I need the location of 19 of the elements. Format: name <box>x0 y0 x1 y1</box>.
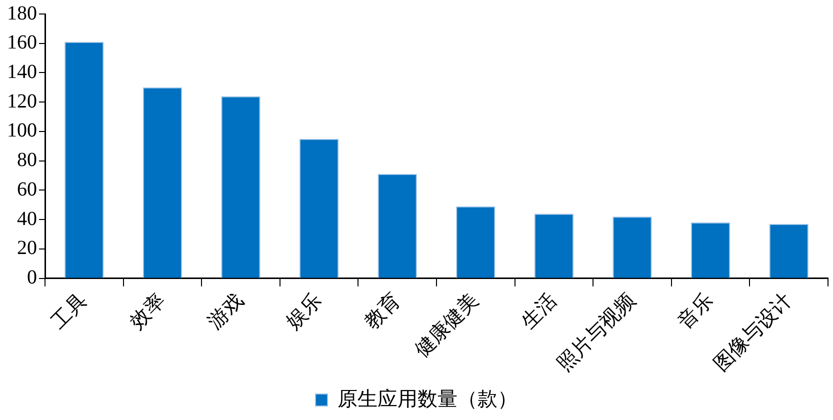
x-tick-label: 效率 <box>126 289 170 334</box>
y-tick-label: 140 <box>7 60 37 83</box>
y-tick-label: 120 <box>7 90 37 112</box>
legend-label: 原生应用数量（款） <box>338 388 518 410</box>
y-tick-label: 0 <box>27 266 37 289</box>
x-tick-label: 健康健美 <box>410 288 483 362</box>
y-tick-label: 80 <box>17 149 37 172</box>
y-tick-label: 100 <box>7 120 37 142</box>
x-tick-label: 娱乐 <box>282 289 326 334</box>
x-tick-label: 音乐 <box>674 289 718 334</box>
x-tick-label: 生活 <box>517 289 562 334</box>
x-tick-label: 游戏 <box>204 289 248 334</box>
y-tick-label: 60 <box>17 178 37 200</box>
y-tick-label: 160 <box>7 32 37 54</box>
x-tick-label: 工具 <box>48 289 92 334</box>
y-tick-label: 40 <box>17 208 37 230</box>
x-tick-label: 教育 <box>360 288 405 334</box>
y-tick-label: 180 <box>7 2 37 24</box>
y-tick-label: 20 <box>17 237 37 260</box>
